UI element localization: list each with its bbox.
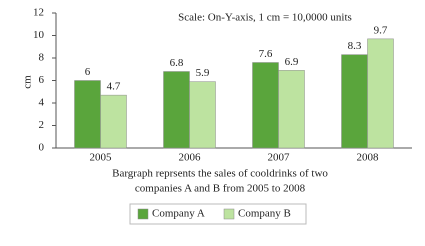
bar xyxy=(100,94,127,149)
x-tick-label: 2007 xyxy=(268,152,291,164)
data-label: 6.9 xyxy=(285,56,299,68)
bar xyxy=(163,71,190,149)
legend-box xyxy=(129,203,307,225)
bar xyxy=(252,62,279,149)
y-tick-label: 0 xyxy=(39,142,45,154)
bar xyxy=(367,38,394,149)
data-label: 9.7 xyxy=(374,24,388,36)
legend-swatch xyxy=(137,208,149,220)
x-tick-label: 2005 xyxy=(90,152,113,164)
x-tick-label: 2008 xyxy=(357,152,380,164)
data-label: 4.7 xyxy=(107,81,121,93)
y-tick-label: 10 xyxy=(33,29,45,41)
x-tick-label: 2006 xyxy=(179,152,202,164)
legend-label: Company B xyxy=(238,208,291,220)
y-tick-label: 2 xyxy=(39,119,45,131)
y-tick-label: 4 xyxy=(39,97,45,109)
legend-swatch xyxy=(223,208,235,220)
legend-label: Company A xyxy=(152,208,205,220)
y-axis-label: cm xyxy=(22,75,34,89)
caption: Bargraph reprsents the sales of cooldrin… xyxy=(112,168,328,180)
data-label: 8.3 xyxy=(348,40,362,52)
bar xyxy=(341,54,368,149)
y-tick-label: 8 xyxy=(39,52,45,64)
data-label: 5.9 xyxy=(196,67,210,79)
bar xyxy=(74,80,101,149)
y-tick-label: 12 xyxy=(33,7,44,19)
bar xyxy=(278,70,305,149)
y-tick-label: 6 xyxy=(39,74,45,86)
bar xyxy=(189,81,216,149)
chart-title: Scale: On-Y-axis, 1 cm = 10,0000 units xyxy=(178,12,352,24)
data-label: 6.8 xyxy=(170,57,184,69)
data-label: 7.6 xyxy=(259,48,273,60)
caption: companies A and B from 2005 to 2008 xyxy=(135,183,306,195)
data-label: 6 xyxy=(85,66,91,78)
